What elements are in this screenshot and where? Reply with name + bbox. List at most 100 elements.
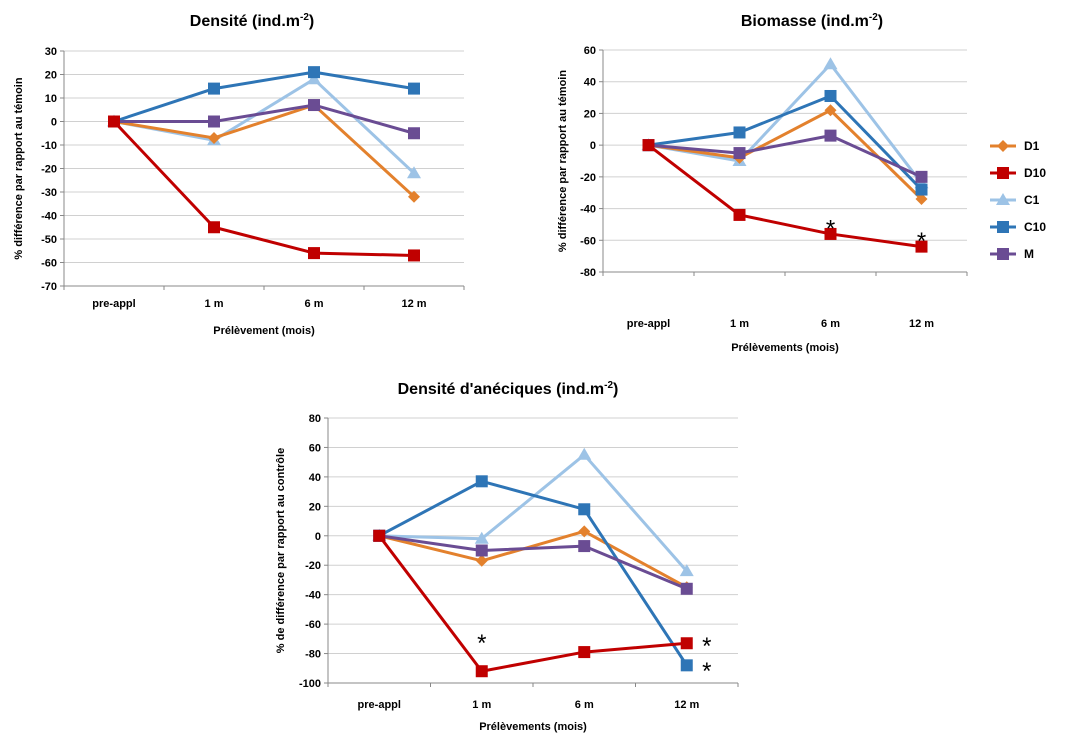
series-line-D1	[113, 103, 416, 198]
data-point-C10	[733, 126, 746, 139]
series-C1	[641, 57, 929, 189]
series-C1	[372, 447, 694, 577]
series-line-C10	[378, 479, 689, 667]
legend-marker	[997, 140, 1009, 152]
x-tick-label: 1 m	[730, 318, 749, 330]
series-line-D1	[648, 108, 923, 201]
x-axis-label: Prélèvement (mois)	[213, 325, 315, 337]
x-tick-label: pre-appl	[627, 318, 670, 330]
data-point-D10	[578, 646, 591, 659]
y-tick-label: 30	[45, 46, 57, 58]
chart-title-sup: -2	[869, 12, 878, 23]
series-D10	[108, 115, 420, 262]
y-tick-label: 80	[309, 413, 321, 425]
y-tick-label: 20	[584, 108, 596, 120]
legend-label: D1	[1024, 139, 1040, 153]
data-point-D10	[475, 665, 488, 678]
data-point-D10	[680, 637, 693, 650]
data-point-D1	[578, 525, 591, 538]
series-line-C10	[648, 94, 923, 191]
y-tick-label: -60	[41, 258, 57, 270]
data-point-M	[824, 129, 837, 142]
y-tick-label: 40	[309, 472, 321, 484]
y-tick-label: 0	[315, 531, 321, 543]
series-D10	[373, 529, 693, 678]
y-tick-label: -20	[41, 164, 57, 176]
y-tick-label: 20	[309, 501, 321, 513]
significance-star: *	[826, 215, 835, 242]
x-tick-label: 1 m	[205, 298, 224, 310]
data-point-D1	[208, 131, 220, 144]
legend-marker	[997, 167, 1009, 179]
data-point-D1	[824, 104, 837, 117]
chart-2: Biomasse (ind.m-2) 60 40 20 0 -20 -40 -60 -80 pre…	[557, 12, 968, 354]
chart-title: Biomasse (ind.m-2)	[741, 12, 883, 30]
series-D10	[642, 139, 928, 253]
data-point-C10	[475, 475, 488, 488]
y-tick-label: 0	[51, 117, 57, 129]
data-point-C10	[578, 503, 591, 516]
y-tick-label: -80	[305, 649, 321, 661]
series-line-D1	[378, 529, 688, 589]
legend: D1 D10 C1 C10 M	[990, 139, 1046, 261]
data-point-C1	[474, 531, 489, 544]
x-tick-label: pre-appl	[92, 298, 135, 310]
series-M	[642, 129, 928, 183]
x-tick-label: 6 m	[575, 699, 594, 711]
legend-label: D10	[1024, 166, 1046, 180]
chart-title-end: )	[613, 381, 618, 398]
chart-title: Densité (ind.m-2)	[190, 12, 314, 30]
data-point-D10	[824, 227, 837, 240]
significance-star: *	[702, 633, 711, 660]
y-tick-label: -40	[41, 211, 57, 223]
series-line-C10	[113, 70, 415, 123]
y-axis-label: % de différence par rapport au contrôle	[275, 448, 287, 653]
data-point-C1	[407, 166, 421, 179]
data-point-C10	[408, 82, 420, 95]
chart-1: Densité (ind.m-2) 30 20 10 0 -10 -20 -30 -40 -50 -…	[13, 12, 465, 337]
y-tick-label: -70	[41, 281, 57, 293]
data-point-D1	[475, 554, 488, 567]
data-point-D10	[208, 221, 220, 234]
x-tick-label: 6 m	[305, 298, 324, 310]
series-C10	[373, 475, 693, 672]
series-line-M	[114, 103, 415, 135]
chart-title-main: Densité d'anéciques (ind.m	[398, 381, 605, 398]
y-tick-label: 60	[309, 442, 321, 454]
series-M	[373, 529, 693, 595]
y-tick-label: -50	[41, 234, 57, 246]
y-tick-label: -60	[305, 619, 321, 631]
data-point-D10	[733, 208, 746, 221]
y-tick-label: 40	[584, 77, 596, 89]
y-tick-label: -40	[580, 204, 596, 216]
data-point-D10	[373, 529, 386, 542]
y-tick-label: 0	[590, 140, 596, 152]
x-tick-label: 6 m	[821, 318, 840, 330]
y-tick-label: -20	[580, 172, 596, 184]
series-line-D10	[647, 143, 922, 249]
series-line-C1	[113, 77, 416, 175]
y-tick-label: -100	[299, 678, 321, 690]
series-line-D10	[112, 120, 415, 257]
data-point-D10	[108, 115, 120, 128]
y-tick-label: -60	[580, 235, 596, 247]
significance-star: *	[917, 228, 926, 255]
legend-item-D1: D1	[990, 139, 1040, 153]
series-line-M	[379, 534, 688, 591]
chart-title-main: Biomasse (ind.m	[741, 13, 869, 30]
x-axis-label: Prélèvements (mois)	[731, 342, 839, 354]
significance-star: *	[702, 658, 711, 685]
data-point-M	[733, 147, 746, 160]
data-point-D10	[308, 247, 320, 260]
x-axis-label: Prélèvements (mois)	[479, 721, 587, 733]
y-tick-label: 60	[584, 45, 596, 57]
legend-item-C10: C10	[990, 220, 1046, 234]
data-point-M	[680, 582, 693, 595]
y-tick-label: -20	[305, 560, 321, 572]
data-point-M	[578, 540, 591, 553]
y-tick-label: -30	[41, 187, 57, 199]
y-tick-label: -80	[580, 267, 596, 279]
legend-item-M: M	[990, 247, 1034, 261]
legend-label: C10	[1024, 220, 1046, 234]
data-point-D1	[408, 190, 420, 203]
